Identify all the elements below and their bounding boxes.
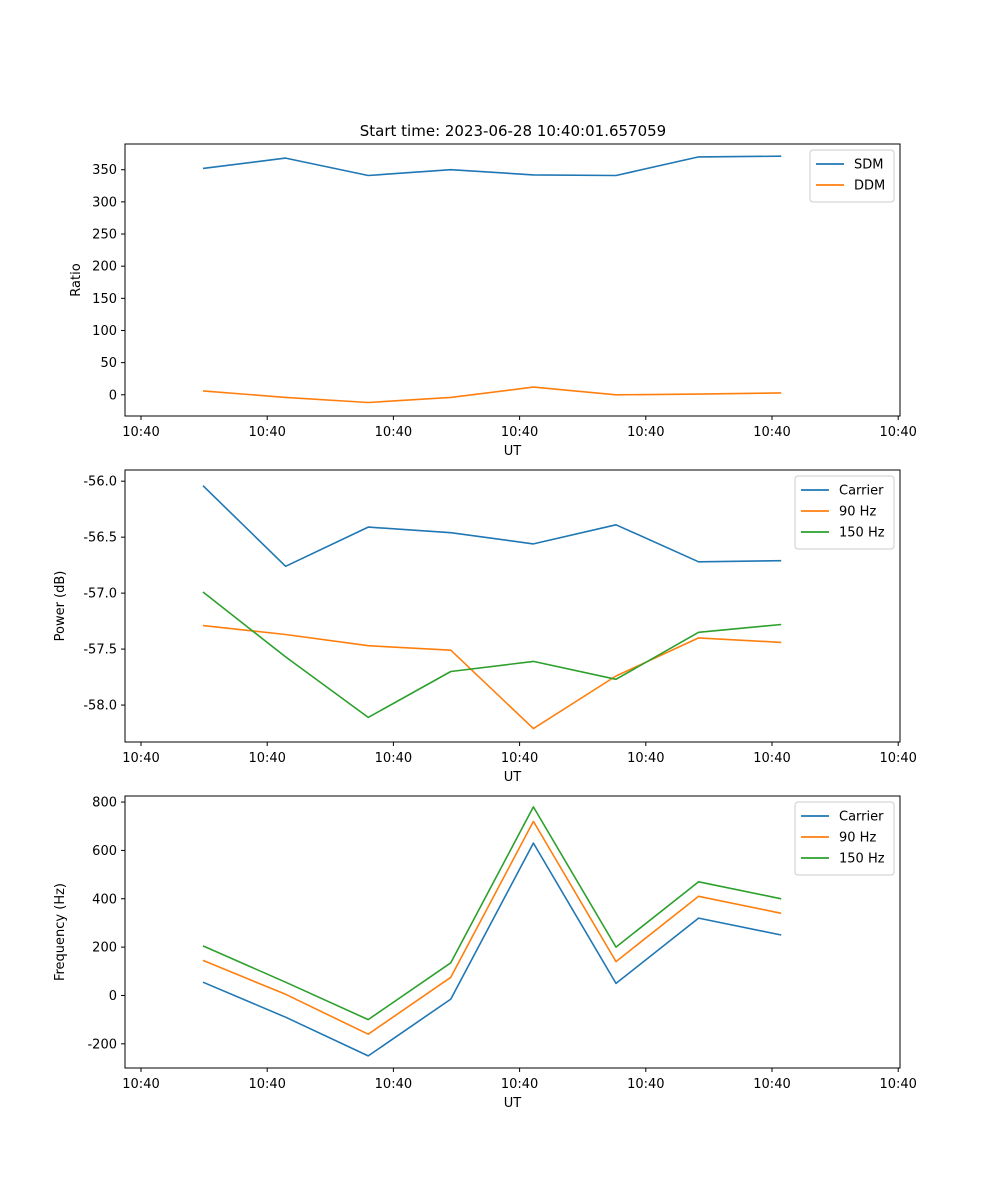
x-tick-label: 10:40 (753, 1077, 790, 1092)
y-tick-label: 400 (92, 892, 117, 907)
x-tick-label: 10:40 (248, 1077, 285, 1092)
axes-frame (124, 143, 901, 417)
y-tick-label: 50 (100, 356, 117, 371)
x-tick-label: 10:40 (375, 425, 412, 440)
x-tick-label: 10:40 (375, 1077, 412, 1092)
subplot-1: 0 50 100 150 200 250 300 350 10:40 10:40 10:40 10:4… (69, 143, 917, 459)
x-tick-label: 10:40 (879, 751, 916, 766)
legend-label: Carrier (839, 810, 884, 825)
legend-label: 90 Hz (839, 505, 876, 520)
x-tick-label: 10:40 (375, 751, 412, 766)
series-line-carrier (202, 485, 782, 568)
subplot-2: -56.0 -56.5 -57.0 -57.5 -58.0 10:40 10:40 10:40… (53, 469, 917, 785)
y-tick-label: 800 (92, 796, 117, 811)
legend-label: 150 Hz (839, 852, 885, 867)
axes-frame (124, 469, 901, 743)
x-axis-label: UT (504, 770, 522, 785)
legend: Carrier 90 Hz 150 Hz (794, 801, 895, 876)
y-tick-label: 0 (109, 388, 117, 403)
series-line-90-hz (202, 820, 782, 1035)
x-tick-label: 10:40 (122, 751, 159, 766)
x-axis-label: UT (504, 444, 522, 459)
x-tick-label: 10:40 (627, 425, 664, 440)
legend-box (794, 475, 895, 550)
y-tick-label: 150 (92, 292, 117, 307)
x-tick-label: 10:40 (753, 425, 790, 440)
x-tick-label: 10:40 (501, 1077, 538, 1092)
series-line-sdm (202, 155, 782, 177)
y-tick-label: 100 (92, 324, 117, 339)
legend: SDM DDM (809, 149, 895, 203)
x-tick-label: 10:40 (879, 1077, 916, 1092)
x-tick-label: 10:40 (879, 425, 916, 440)
y-tick-label: 350 (92, 163, 117, 178)
legend-label: Carrier (839, 484, 884, 499)
x-tick-label: 10:40 (627, 1077, 664, 1092)
x-tick-label: 10:40 (122, 425, 159, 440)
legend-label: 90 Hz (839, 831, 876, 846)
series-line-90-hz (202, 624, 782, 730)
y-tick-label: 0 (109, 989, 117, 1004)
x-tick-label: 10:40 (501, 751, 538, 766)
series-line-ddm (202, 386, 782, 404)
legend-label: SDM (854, 158, 883, 173)
y-tick-label: 200 (92, 260, 117, 275)
figure-title: Start time: 2023-06-28 10:40:01.657059 (360, 122, 666, 140)
axes-frame (124, 795, 901, 1069)
x-tick-label: 10:40 (501, 425, 538, 440)
y-tick-label: -58.0 (83, 699, 117, 714)
y-tick-label: -57.0 (83, 587, 117, 602)
y-axis-label: Ratio (69, 263, 84, 296)
x-axis-label: UT (504, 1096, 522, 1111)
y-axis-label: Power (dB) (53, 571, 68, 642)
y-axis-label: Frequency (Hz) (53, 883, 68, 981)
series-line-150-hz (202, 806, 782, 1021)
x-tick-label: 10:40 (248, 425, 285, 440)
y-tick-label: 300 (92, 195, 117, 210)
series-line-carrier (202, 842, 782, 1057)
legend-label: DDM (854, 179, 885, 194)
y-tick-label: -56.5 (83, 531, 117, 546)
x-tick-label: 10:40 (122, 1077, 159, 1092)
y-tick-label: -57.5 (83, 643, 117, 658)
series-line-150-hz (202, 591, 782, 719)
x-tick-label: 10:40 (753, 751, 790, 766)
x-tick-label: 10:40 (627, 751, 664, 766)
legend: Carrier 90 Hz 150 Hz (794, 475, 895, 550)
legend-label: 150 Hz (839, 526, 885, 541)
subplot-3: -200 0 200 400 600 800 10:40 10:40 10:40 10:40 10:… (53, 795, 917, 1111)
y-tick-label: -200 (87, 1037, 117, 1052)
y-tick-label: 200 (92, 941, 117, 956)
y-tick-label: -56.0 (83, 475, 117, 490)
legend-box (794, 801, 895, 876)
legend-box (809, 149, 895, 203)
x-tick-label: 10:40 (248, 751, 285, 766)
y-tick-label: 600 (92, 844, 117, 859)
y-tick-label: 250 (92, 228, 117, 243)
